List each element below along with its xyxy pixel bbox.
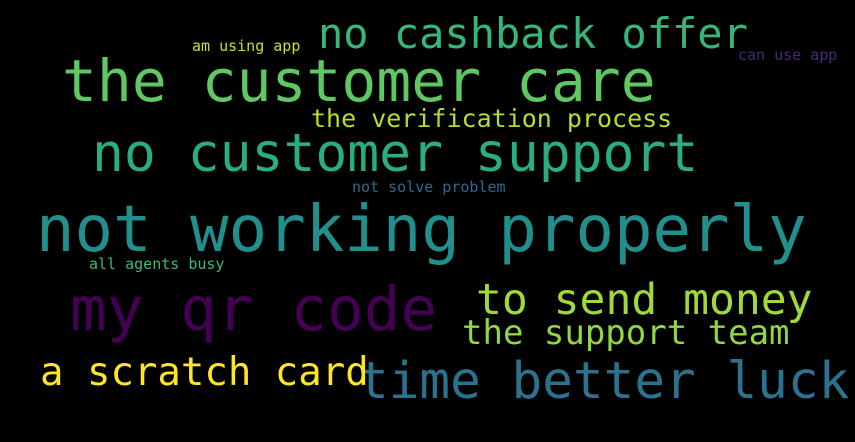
word-the-customer-care: the customer care (62, 47, 656, 115)
word-all-agents-busy: all agents busy (89, 255, 225, 273)
word-not-working-properly: not working properly (36, 193, 807, 267)
word-a-scratch-card: a scratch card (40, 350, 369, 395)
word-my-qr-code: my qr code (70, 274, 438, 345)
word-the-verification-process: the verification process (311, 104, 673, 133)
word-no-cashback-offer: no cashback offer (318, 9, 748, 58)
word-am-using-app: am using app (192, 37, 301, 55)
word-to-send-money: to send money (476, 275, 813, 325)
word-no-customer-support: no customer support (92, 123, 699, 184)
word-time-better-luck: time better luck (358, 352, 850, 411)
word-not-solve-problem: not solve problem (352, 178, 506, 196)
word-the-support-team: the support team (462, 313, 790, 353)
word-can-use-app: can use app (738, 46, 838, 64)
